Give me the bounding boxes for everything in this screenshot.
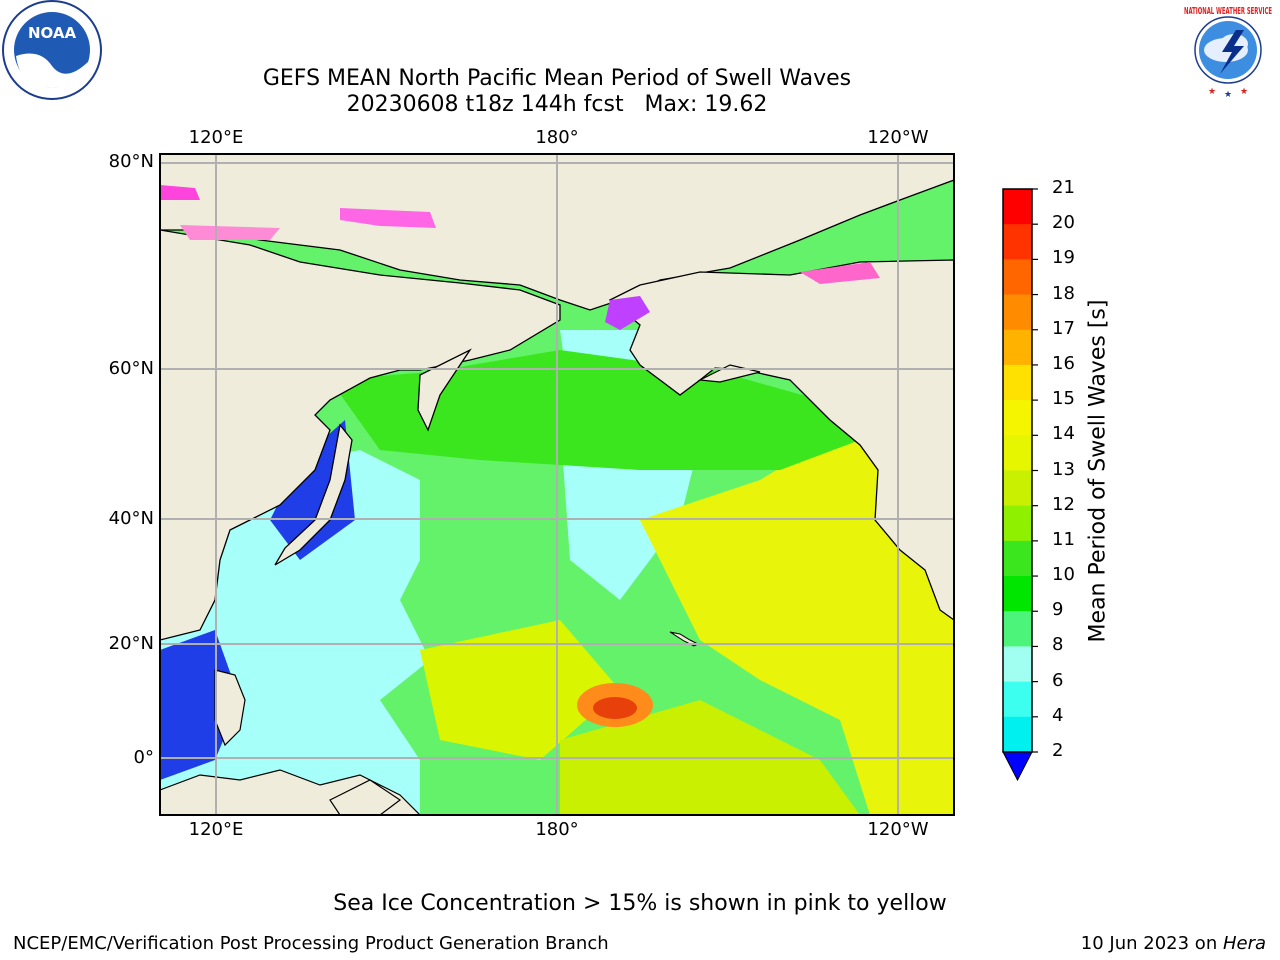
colorbar-segment — [1003, 224, 1032, 260]
svg-text:★: ★ — [1240, 87, 1248, 97]
credit-text: NCEP/EMC/Verification Post Processing Pr… — [13, 933, 609, 954]
colorbar-tick-label: 16 — [1052, 352, 1075, 374]
colorbar-segment — [1003, 329, 1032, 366]
sea-ice-laptev — [180, 225, 280, 240]
colorbar-segment — [1003, 400, 1032, 436]
lat-label-40n: 40°N — [108, 508, 154, 529]
colorbar-segment — [1003, 646, 1032, 683]
lon-label-bottom-120e: 120°E — [188, 819, 244, 840]
colorbar-segment — [1003, 716, 1032, 753]
lat-label-0: 0° — [133, 747, 154, 768]
colorbar-tick-label: 12 — [1052, 493, 1075, 515]
colorbar-segment — [1003, 470, 1032, 507]
colorbar-segment — [1003, 435, 1032, 471]
colorbar-segment — [1003, 611, 1032, 647]
colorbar-segment — [1003, 681, 1032, 718]
lon-label-bottom-180: 180° — [535, 819, 579, 840]
svg-text:★: ★ — [1208, 87, 1216, 97]
map-gridlines — [160, 154, 954, 815]
colorbar-tick-label: 18 — [1052, 282, 1075, 304]
sea-ice-east-siberian — [340, 208, 436, 228]
lon-label-top-120e: 120°E — [188, 127, 244, 148]
colorbar-segment — [1003, 540, 1032, 577]
colorbar-under-triangle — [1002, 751, 1033, 782]
colorbar-tick-label: 6 — [1052, 669, 1064, 691]
sea-ice-chukchi — [605, 296, 650, 330]
host-name: Hera — [1222, 933, 1266, 954]
lon-label-bottom-120w: 120°W — [867, 819, 929, 840]
colorbar-tick-label: 19 — [1052, 247, 1075, 269]
max-period-core — [593, 697, 637, 719]
land-japan — [274, 423, 353, 566]
colorbar-title: Mean Period of Swell Waves [s] — [1085, 299, 1111, 643]
map-frame — [159, 153, 955, 816]
nws-logo-text: NATIONAL WEATHER SERVICE — [1184, 6, 1272, 17]
colorbar-tick-label: 11 — [1052, 528, 1075, 550]
chart-title: GEFS MEAN North Pacific Mean Period of S… — [262, 66, 852, 91]
date-text: 10 Jun 2023 on — [1080, 933, 1223, 954]
sea-ice-beaufort — [800, 262, 880, 284]
colorbar-segment — [1003, 259, 1032, 296]
colorbar-segment — [1003, 576, 1032, 612]
lon-label-top-180: 180° — [535, 127, 579, 148]
land-new-guinea — [329, 779, 402, 815]
colorbar-tick-label: 9 — [1052, 599, 1064, 621]
blue-japan-sea — [270, 420, 355, 560]
noaa-logo-text: NOAA — [28, 24, 77, 42]
lat-label-60n: 60°N — [108, 358, 154, 379]
colorbar-tick-label: 10 — [1052, 564, 1075, 586]
land-north-america — [608, 259, 954, 621]
lon-label-top-120w: 120°W — [867, 127, 929, 148]
colorbar-segment — [1003, 505, 1032, 542]
land-asia-mainland — [160, 229, 561, 641]
colorbar-tick-label: 2 — [1052, 740, 1064, 761]
blue-coastal-region — [160, 630, 240, 780]
colorbar-segment — [1003, 294, 1032, 331]
colorbar-tick-label: 17 — [1052, 317, 1075, 339]
colorbar-tick-label: 15 — [1052, 388, 1075, 410]
sea-ice-footnote: Sea Ice Concentration > 15% is shown in … — [333, 891, 947, 916]
colorbar-tick-label: 14 — [1052, 423, 1075, 445]
lat-label-20n: 20°N — [108, 633, 154, 654]
sea-ice-kara — [160, 185, 200, 200]
colorbar-tick-label: 4 — [1052, 704, 1064, 726]
colorbar-tick-label: 20 — [1052, 212, 1075, 234]
noaa-logo-icon: NOAA — [2, 0, 102, 100]
colorbar-tick-label: 8 — [1052, 634, 1064, 656]
yellow-region-south — [420, 620, 620, 760]
date-stamp: 10 Jun 2023 on Hera — [1081, 933, 1266, 954]
colorbar-segment — [1003, 189, 1032, 225]
lat-label-80n: 80°N — [108, 151, 154, 172]
colorbar-tick-label: 13 — [1052, 458, 1075, 480]
chart-subtitle: 20230608 t18z 144h fcst Max: 19.62 — [346, 92, 768, 117]
colorbar-segment — [1003, 364, 1032, 401]
svg-text:★: ★ — [1224, 90, 1232, 100]
nws-logo-icon: NATIONAL WEATHER SERVICE ★ ★ ★ — [1180, 2, 1276, 100]
colorbar-tick-label: 21 — [1052, 177, 1075, 198]
